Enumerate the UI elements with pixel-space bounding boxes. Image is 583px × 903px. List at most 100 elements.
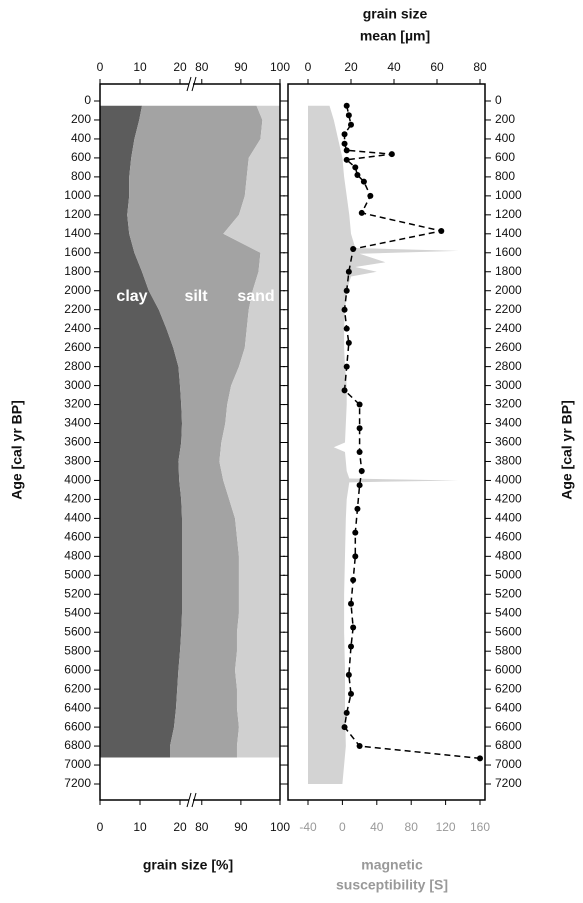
point	[348, 600, 354, 607]
point	[358, 467, 365, 474]
x-tick-label: 80	[195, 820, 209, 834]
point	[341, 131, 348, 138]
x-tick-label: 0	[97, 820, 104, 834]
y-tick-label: 6000	[495, 662, 522, 676]
x-tick-label: 80	[195, 60, 209, 74]
y-tick-label: 2200	[64, 302, 91, 316]
y-tick-label: 5600	[495, 624, 522, 638]
point	[350, 624, 357, 631]
y-tick-label: 5800	[64, 643, 91, 657]
axis-break	[191, 76, 197, 92]
point	[360, 178, 367, 185]
y-tick-label: 5400	[495, 605, 522, 619]
y-tick-label: 5000	[495, 567, 522, 581]
y-tick-label: 1200	[64, 207, 91, 221]
y-tick-label: 1000	[495, 188, 522, 202]
axis-break	[186, 792, 192, 808]
area	[127, 105, 263, 758]
point	[345, 112, 352, 119]
x-tick-label: 40	[387, 60, 401, 74]
y-tick-label: 1400	[495, 226, 522, 240]
y-tick-label: 2000	[495, 283, 522, 297]
y-tick-label: 200	[495, 112, 515, 126]
x-tick-label: 80	[473, 60, 487, 74]
point	[343, 325, 350, 332]
y-tick-label: 7200	[495, 776, 522, 790]
y-axis-title: Age [cal yr BP]	[559, 400, 575, 500]
point	[345, 268, 352, 275]
point	[343, 102, 350, 109]
y-tick-label: 4000	[495, 473, 522, 487]
point	[358, 209, 365, 216]
y-tick-label: 7000	[64, 757, 91, 771]
y-tick-label: 5000	[64, 567, 91, 581]
top-axis-title: mean [µm]	[360, 28, 430, 44]
series-label: silt	[184, 288, 208, 305]
y-tick-label: 4600	[495, 530, 522, 544]
y-tick-label: 6800	[64, 738, 91, 752]
y-tick-label: 3400	[64, 416, 91, 430]
y-tick-label: 3200	[495, 397, 522, 411]
y-tick-label: 6000	[64, 662, 91, 676]
line	[343, 105, 481, 760]
area	[219, 105, 280, 758]
axis-break	[189, 793, 193, 807]
x-tick-label: 20	[173, 60, 187, 74]
y-tick-label: 3800	[495, 454, 522, 468]
x-tick-label: 160	[470, 820, 490, 834]
y-tick-label: 2400	[64, 321, 91, 335]
point	[341, 724, 348, 731]
x-tick-label: 10	[133, 820, 147, 834]
y-tick-label: 5200	[64, 586, 91, 600]
y-tick-label: 1400	[64, 226, 91, 240]
point	[352, 164, 359, 171]
y-tick-label: 4400	[64, 511, 91, 525]
x-tick-label: 10	[133, 60, 147, 74]
point	[352, 553, 359, 560]
point	[341, 140, 348, 147]
x-tick-label: 80	[405, 820, 419, 834]
y-tick-label: 2400	[495, 321, 522, 335]
y-tick-label: 1800	[495, 264, 522, 278]
x-tick-label: 60	[430, 60, 444, 74]
point	[367, 192, 374, 199]
area	[308, 105, 459, 785]
y-tick-label: 1600	[64, 245, 91, 259]
point	[348, 690, 354, 697]
point	[341, 306, 348, 313]
point	[341, 387, 348, 394]
axis-break	[186, 76, 192, 92]
y-tick-label: 6200	[64, 681, 91, 695]
y-tick-label: 5600	[64, 624, 91, 638]
y-tick-label: 800	[71, 169, 91, 183]
y-tick-label: 6600	[64, 719, 91, 733]
point	[354, 505, 361, 512]
top-axis-title: grain size	[363, 6, 428, 22]
point	[356, 448, 363, 455]
y-tick-label: 600	[495, 150, 515, 164]
y-tick-label: 2800	[64, 359, 91, 373]
point	[356, 743, 363, 750]
point	[343, 709, 350, 716]
point	[356, 401, 363, 408]
y-tick-label: 2600	[495, 340, 522, 354]
point	[343, 147, 350, 154]
y-tick-label: 2200	[495, 302, 522, 316]
y-tick-label: 6400	[64, 700, 91, 714]
y-tick-label: 800	[495, 169, 515, 183]
x-tick-label: 40	[370, 820, 384, 834]
y-tick-label: 3000	[64, 378, 91, 392]
y-tick-label: 3800	[64, 454, 91, 468]
x-tick-label: 120	[436, 820, 456, 834]
y-tick-label: 3600	[64, 435, 91, 449]
y-tick-label: 2800	[495, 359, 522, 373]
y-tick-label: 4400	[495, 511, 522, 525]
y-tick-label: 4200	[495, 492, 522, 506]
bottom-axis-title: magnetic	[361, 857, 423, 873]
point	[352, 529, 359, 536]
x-tick-label: 0	[305, 60, 312, 74]
axis-break	[191, 792, 197, 808]
y-tick-label: 3000	[495, 378, 522, 392]
y-tick-label: 5800	[495, 643, 522, 657]
axis-break	[189, 77, 193, 91]
